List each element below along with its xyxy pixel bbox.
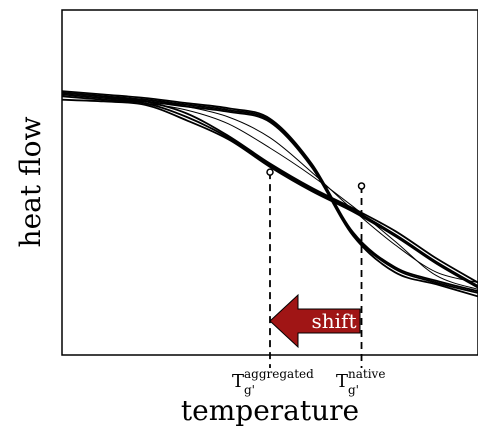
tg-native-label: T native g'	[336, 367, 385, 397]
tg-native-subscript: g'	[348, 383, 359, 397]
x-axis-title: temperature	[181, 394, 359, 427]
tg-aggregated-superscript: aggregated	[244, 367, 314, 381]
plot-frame	[61, 9, 478, 356]
tg-aggregated-main: T	[232, 371, 244, 392]
tg-aggregated-subscript: g'	[244, 383, 255, 397]
shift-arrow-shape	[269, 293, 361, 349]
aggregated-curve-3	[62, 98, 478, 289]
native-curve-1	[62, 91, 478, 294]
native-curve-2	[62, 93, 478, 298]
shift-arrow: shift	[269, 293, 361, 349]
tg-native-main: T	[336, 371, 348, 392]
y-axis-title: heat flow	[14, 116, 47, 247]
tg-native-superscript: native	[348, 367, 385, 381]
native-curve-3	[62, 90, 478, 293]
tg-native-point	[357, 182, 366, 190]
tg-aggregated-label: T aggregated g'	[232, 367, 314, 397]
curves-group	[62, 90, 478, 298]
shift-label: shift	[312, 309, 357, 333]
intermediate-curve-1	[62, 95, 478, 290]
tg-aggregated-point	[266, 168, 274, 176]
